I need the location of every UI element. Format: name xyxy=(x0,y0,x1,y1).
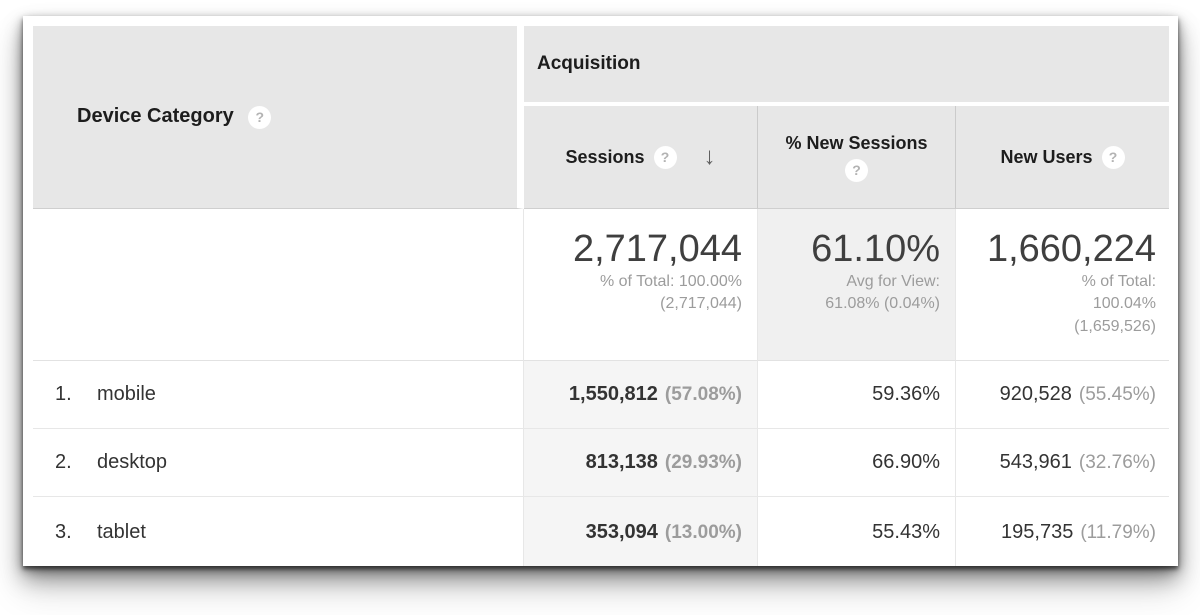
new-users-label: New Users xyxy=(1000,146,1093,167)
percent-new-sessions-cell: 59.36% xyxy=(758,361,956,429)
table-row-tablet: 3. tablet 353,094 (13.00%) 55.43% 195,735 (… xyxy=(33,497,1170,566)
sessions-cell: 353,094 (13.00%) xyxy=(524,497,758,566)
percent-new-sessions-cell: 55.43% xyxy=(758,497,956,566)
row-index: 3. xyxy=(55,520,72,543)
device-category-label: Device Category xyxy=(77,105,234,128)
percent-new-sessions-note-1: Avg for View: xyxy=(846,272,940,290)
new-users-note-1: % of Total: xyxy=(1081,272,1157,290)
sort-descending-icon[interactable]: ↓ xyxy=(703,143,716,170)
new-users-note-2: 100.04% xyxy=(1092,295,1157,313)
device-name-cell: 2. desktop xyxy=(33,429,524,497)
new-users-value: 195,735 xyxy=(1001,520,1074,543)
new-users-cell: 195,735 (11.79%) xyxy=(956,497,1170,566)
summary-dimension-cell xyxy=(33,209,524,361)
sessions-share: (29.93%) xyxy=(664,452,742,473)
device-name: desktop xyxy=(97,451,168,473)
new-users-cell: 920,528 (55.45%) xyxy=(956,361,1170,429)
percent-new-sessions-value: 59.36% xyxy=(872,383,940,405)
summary-row: 2,717,044 % of Total: 100.00% (2,717,044… xyxy=(33,209,1170,361)
help-icon[interactable]: ? xyxy=(845,158,868,182)
sessions-value: 813,138 xyxy=(585,451,658,473)
device-name-cell: 1. mobile xyxy=(33,361,524,429)
new-users-value: 543,961 xyxy=(999,451,1072,473)
column-header-sessions[interactable]: Sessions ? ↓ xyxy=(524,106,758,209)
device-category-table: Device Category ? Acquisition Sessions ?… xyxy=(33,26,1170,566)
device-name: mobile xyxy=(97,383,156,405)
group-header-acquisition: Acquisition xyxy=(524,26,1170,106)
summary-new-users-cell: 1,660,224 % of Total: 100.04% (1,659,526… xyxy=(956,209,1170,361)
row-index: 2. xyxy=(55,451,72,473)
sessions-total-value: 2,717,044 xyxy=(572,228,742,270)
sessions-cell: 813,138 (29.93%) xyxy=(524,429,758,497)
new-users-share: (32.76%) xyxy=(1078,452,1157,473)
acquisition-label: Acquisition xyxy=(537,53,641,74)
percent-new-sessions-total-value: 61.10% xyxy=(811,228,940,270)
new-users-share: (11.79%) xyxy=(1080,521,1157,543)
column-header-percent-new-sessions[interactable]: % New Sessions ? xyxy=(758,106,956,209)
analytics-table-card: Device Category ? Acquisition Sessions ?… xyxy=(23,16,1178,566)
percent-new-sessions-value: 55.43% xyxy=(872,520,940,543)
help-icon[interactable]: ? xyxy=(1101,145,1125,169)
sessions-total-note-2: (2,717,044) xyxy=(660,295,742,313)
sessions-cell: 1,550,812 (57.08%) xyxy=(524,361,758,429)
percent-new-sessions-label: % New Sessions xyxy=(785,132,928,153)
sessions-share: (13.00%) xyxy=(664,521,742,543)
column-header-device-category[interactable]: Device Category ? xyxy=(33,26,524,209)
new-users-total-value: 1,660,224 xyxy=(986,228,1157,270)
summary-sessions-cell: 2,717,044 % of Total: 100.00% (2,717,044… xyxy=(524,209,758,361)
new-users-cell: 543,961 (32.76%) xyxy=(956,429,1170,497)
sessions-total-note-1: % of Total: 100.00% xyxy=(599,272,742,290)
new-users-note-3: (1,659,526) xyxy=(1074,317,1157,335)
table-row-desktop: 2. desktop 813,138 (29.93%) 66.90% 543,961… xyxy=(33,429,1170,497)
sessions-label: Sessions xyxy=(565,146,645,167)
sessions-share: (57.08%) xyxy=(664,384,742,405)
percent-new-sessions-note-2: 61.08% (0.04%) xyxy=(825,295,940,313)
help-icon[interactable]: ? xyxy=(653,145,677,169)
device-name: tablet xyxy=(97,520,146,543)
new-users-share: (55.45%) xyxy=(1078,384,1157,405)
sessions-value: 353,094 xyxy=(585,520,658,543)
table-row-mobile: 1. mobile 1,550,812 (57.08%) 59.36% 920,52… xyxy=(33,361,1170,429)
summary-percent-new-sessions-cell: 61.10% Avg for View: 61.08% (0.04%) xyxy=(758,209,956,361)
new-users-value: 920,528 xyxy=(999,383,1072,405)
row-index: 1. xyxy=(55,383,72,405)
percent-new-sessions-value: 66.90% xyxy=(872,451,940,473)
device-name-cell: 3. tablet xyxy=(33,497,524,566)
column-header-new-users[interactable]: New Users ? xyxy=(956,106,1170,209)
sessions-value: 1,550,812 xyxy=(568,383,658,405)
help-icon[interactable]: ? xyxy=(248,105,272,129)
percent-new-sessions-cell: 66.90% xyxy=(758,429,956,497)
